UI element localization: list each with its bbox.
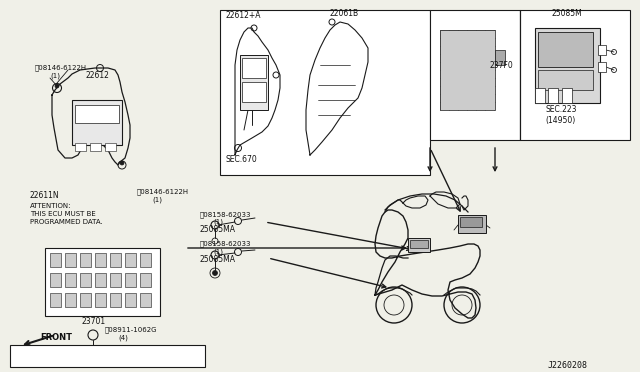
Bar — [240, 55, 268, 110]
Bar — [80, 273, 91, 287]
Bar — [538, 70, 593, 90]
Bar — [535, 28, 600, 103]
Bar — [410, 240, 428, 248]
Bar — [65, 273, 76, 287]
Text: SEC.670: SEC.670 — [225, 155, 257, 164]
Bar — [460, 217, 482, 227]
Bar — [495, 50, 505, 65]
Text: THIS ECU MUST BE: THIS ECU MUST BE — [30, 211, 96, 217]
Bar — [95, 273, 106, 287]
Bar — [50, 293, 61, 307]
Bar — [408, 238, 430, 252]
Text: Ⓑ08146-6122H: Ⓑ08146-6122H — [137, 189, 189, 195]
Text: (1): (1) — [152, 197, 162, 203]
Bar — [90, 143, 101, 151]
Text: ECM: ECM — [76, 118, 88, 122]
Bar — [110, 293, 121, 307]
Bar — [242, 82, 266, 102]
Text: 25085MA: 25085MA — [200, 225, 236, 234]
Text: (1): (1) — [213, 219, 223, 225]
Bar — [520, 10, 630, 140]
Bar — [538, 32, 593, 67]
Circle shape — [55, 84, 59, 88]
Bar — [105, 143, 116, 151]
Bar — [220, 10, 430, 175]
Text: (4): (4) — [118, 335, 128, 341]
Text: 22611N: 22611N — [30, 192, 60, 201]
Text: Ⓑ08146-6122H: Ⓑ08146-6122H — [35, 65, 87, 71]
Text: THIS ECU MUST BE PROGRAMMED DATA.: THIS ECU MUST BE PROGRAMMED DATA. — [14, 355, 155, 361]
Text: 22612+A: 22612+A — [226, 12, 262, 20]
Text: ATTENTION:: ATTENTION: — [14, 347, 56, 353]
Bar — [125, 293, 136, 307]
Text: (14950): (14950) — [545, 115, 575, 125]
Bar — [65, 293, 76, 307]
Bar — [95, 293, 106, 307]
Bar — [50, 253, 61, 267]
Bar — [10, 345, 205, 367]
Bar — [535, 88, 545, 103]
Text: 25085M: 25085M — [552, 10, 583, 19]
Bar — [75, 105, 119, 123]
Text: FRONT: FRONT — [40, 334, 72, 343]
Text: J2260208: J2260208 — [548, 362, 588, 371]
Text: 22612: 22612 — [85, 71, 109, 80]
Text: Ⓑ08158-62033: Ⓑ08158-62033 — [200, 212, 252, 218]
Text: (1): (1) — [213, 249, 223, 255]
Bar — [72, 100, 122, 145]
Bar — [562, 88, 572, 103]
Bar — [80, 253, 91, 267]
Bar — [95, 253, 106, 267]
Text: ATTENTION:: ATTENTION: — [30, 203, 72, 209]
Text: 23701: 23701 — [82, 317, 106, 327]
Bar — [242, 58, 266, 78]
Text: PROGRAMMED DATA.: PROGRAMMED DATA. — [30, 219, 103, 225]
Bar — [75, 143, 86, 151]
Bar — [458, 215, 486, 233]
Bar — [45, 248, 160, 316]
Bar — [125, 273, 136, 287]
Text: 22061B: 22061B — [330, 10, 359, 19]
Circle shape — [212, 270, 218, 276]
Text: 25085MA: 25085MA — [200, 256, 236, 264]
Bar — [140, 273, 151, 287]
Bar — [598, 62, 606, 72]
Bar — [110, 253, 121, 267]
Bar — [598, 45, 606, 55]
Bar — [140, 253, 151, 267]
Bar — [140, 293, 151, 307]
Circle shape — [120, 161, 124, 165]
Bar — [430, 10, 520, 140]
Text: (1): (1) — [50, 73, 60, 79]
Bar — [125, 253, 136, 267]
Bar — [80, 293, 91, 307]
Bar — [440, 30, 495, 110]
Bar — [50, 273, 61, 287]
Text: Ⓝ08911-1062G: Ⓝ08911-1062G — [105, 327, 157, 333]
Text: Ⓑ08158-62033: Ⓑ08158-62033 — [200, 241, 252, 247]
Bar — [110, 273, 121, 287]
Text: SEC.223: SEC.223 — [545, 106, 577, 115]
Bar — [548, 88, 558, 103]
Text: 237F0: 237F0 — [490, 61, 514, 70]
Bar — [65, 253, 76, 267]
